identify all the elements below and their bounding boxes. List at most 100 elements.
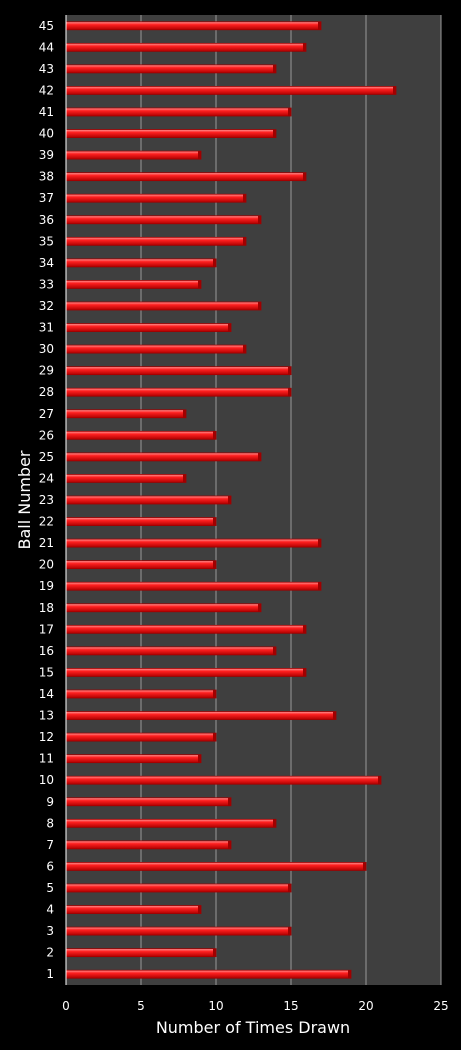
bar-end-cap (288, 366, 291, 375)
y-tick-label: 1 (46, 967, 54, 981)
bar-end-cap (213, 690, 216, 698)
bar-ball-21 (65, 538, 322, 548)
y-tick-label: 19 (39, 579, 54, 593)
y-tick-label: 40 (39, 127, 54, 141)
y-tick-label: 34 (39, 256, 54, 270)
x-tick-label: 15 (283, 999, 298, 1013)
y-tick-label: 20 (39, 558, 54, 572)
bar-ball-45 (65, 21, 322, 31)
bar-end-cap (258, 603, 261, 612)
bar-end-cap (183, 474, 186, 483)
y-tick-label: 27 (39, 407, 54, 421)
y-tick-label: 5 (46, 881, 54, 895)
bar-end-cap (213, 258, 216, 267)
y-tick-label: 6 (46, 859, 54, 873)
bar-ball-34 (65, 258, 217, 268)
bar-ball-28 (65, 387, 292, 397)
y-tick-label: 24 (39, 471, 54, 485)
bar-end-cap (228, 797, 231, 806)
bar-ball-29 (65, 366, 292, 376)
y-tick-label: 8 (46, 816, 54, 830)
bar-ball-4 (65, 905, 202, 914)
y-tick-label: 38 (39, 170, 54, 184)
bar-ball-18 (65, 603, 262, 613)
y-tick-label: 16 (39, 644, 54, 658)
bar-ball-16 (65, 646, 277, 656)
bar-end-cap (273, 819, 276, 828)
bar-end-cap (258, 215, 261, 224)
y-tick-label: 23 (39, 493, 54, 507)
bar-ball-25 (65, 452, 262, 462)
x-tick-labels: 0 5 10 15 20 25 (62, 999, 448, 1013)
bar-ball-42 (65, 86, 397, 95)
y-tick-label: 32 (39, 299, 54, 313)
y-tick-label: 10 (39, 773, 54, 787)
x-tick-label: 5 (137, 999, 145, 1013)
bar-end-cap (273, 64, 276, 73)
bar-ball-36 (65, 215, 262, 225)
bar-end-cap (243, 237, 246, 246)
x-tick-label: 0 (62, 999, 70, 1013)
bar-ball-31 (65, 323, 232, 332)
y-tick-label: 41 (39, 105, 54, 119)
bar-ball-1 (65, 969, 352, 979)
y-tick-labels: 1234567891011121314151617181920212223242… (39, 19, 54, 981)
bar-end-cap (303, 668, 306, 677)
bar-end-cap (198, 151, 201, 160)
bar-end-cap (318, 21, 321, 30)
bar-ball-43 (65, 64, 277, 74)
bar-ball-9 (65, 797, 232, 807)
bar-ball-24 (65, 474, 187, 483)
x-tick-label: 25 (433, 999, 448, 1013)
bar-ball-15 (65, 668, 307, 677)
bars (65, 21, 397, 979)
y-tick-label: 4 (46, 903, 54, 917)
bar-ball-5 (65, 883, 292, 893)
y-tick-label: 12 (39, 730, 54, 744)
bar-end-cap (303, 172, 306, 181)
bar-end-cap (183, 409, 186, 418)
bar-ball-19 (65, 581, 322, 591)
bar-ball-35 (65, 236, 247, 246)
y-tick-label: 3 (46, 924, 54, 938)
x-tick-label: 20 (358, 999, 373, 1013)
bar-end-cap (363, 862, 366, 871)
bar-ball-33 (65, 280, 202, 289)
bar-end-cap (198, 280, 201, 289)
y-tick-label: 2 (46, 946, 54, 960)
y-tick-label: 18 (39, 601, 54, 615)
y-tick-label: 17 (39, 622, 54, 636)
bar-ball-44 (65, 42, 307, 52)
bar-end-cap (213, 948, 216, 957)
y-tick-label: 26 (39, 428, 54, 442)
y-tick-label: 28 (39, 385, 54, 399)
bar-end-cap (198, 754, 201, 763)
bar-end-cap (213, 733, 216, 742)
y-tick-label: 9 (46, 795, 54, 809)
bar-end-cap (258, 302, 261, 310)
bar-ball-30 (65, 344, 247, 354)
y-tick-label: 13 (39, 709, 54, 723)
bar-end-cap (243, 194, 246, 203)
bar-ball-32 (65, 301, 262, 311)
y-axis-label: Ball Number (15, 450, 34, 549)
bar-end-cap (288, 388, 291, 397)
bar-ball-23 (65, 495, 232, 505)
bar-ball-38 (65, 172, 307, 182)
bar-end-cap (288, 927, 291, 936)
bar-ball-40 (65, 129, 277, 138)
bar-ball-14 (65, 689, 217, 699)
y-tick-label: 42 (39, 83, 54, 97)
bar-end-cap (258, 452, 261, 461)
bar-end-cap (288, 108, 291, 116)
bar-ball-10 (65, 775, 382, 785)
bar-end-cap (213, 431, 216, 440)
y-tick-label: 11 (39, 752, 54, 766)
y-tick-label: 25 (39, 450, 54, 464)
bar-end-cap (303, 625, 306, 634)
bar-end-cap (378, 776, 381, 785)
bar-end-cap (318, 582, 321, 591)
y-tick-label: 22 (39, 515, 54, 529)
bar-end-cap (228, 840, 231, 849)
bar-end-cap (213, 560, 216, 569)
